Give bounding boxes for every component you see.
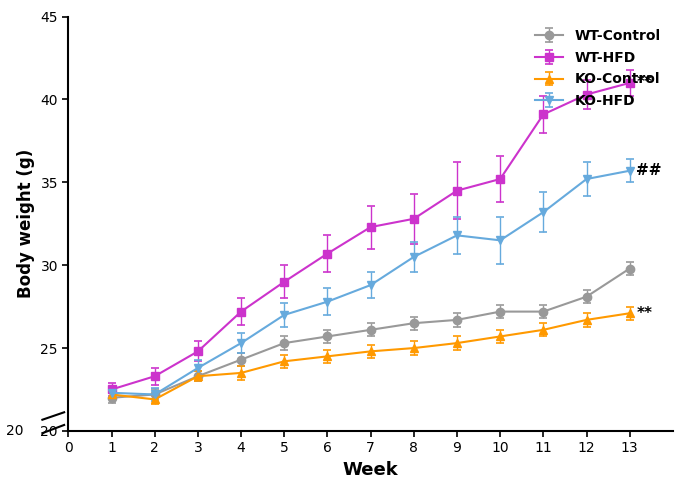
Text: 20: 20 — [5, 424, 23, 438]
Text: **: ** — [636, 75, 652, 90]
X-axis label: Week: Week — [343, 461, 399, 479]
Y-axis label: Body weight (g): Body weight (g) — [17, 149, 35, 298]
Text: **: ** — [636, 306, 652, 321]
Legend: WT-Control, WT-HFD, KO-Control, KO-HFD: WT-Control, WT-HFD, KO-Control, KO-HFD — [530, 24, 666, 114]
Text: ##: ## — [636, 163, 661, 178]
